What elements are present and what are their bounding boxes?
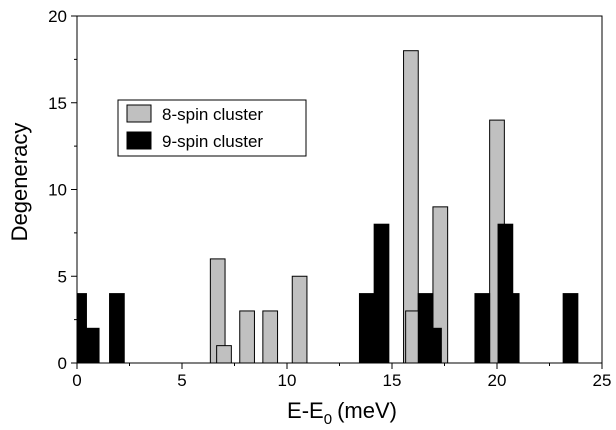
y-tick-label-1: 5 xyxy=(58,267,67,286)
x-axis-label: E-E0 (meV) xyxy=(287,398,397,428)
x-axis-label-subscript: 0 xyxy=(324,411,332,428)
bar-series-1-9 xyxy=(503,293,520,363)
bar-series-1-10 xyxy=(562,293,579,363)
bar-series-1-6 xyxy=(426,327,442,363)
x-tick-label-0: 0 xyxy=(72,371,81,390)
legend-label-9-spin: 9-spin cluster xyxy=(162,132,263,151)
plot-frame xyxy=(76,15,603,364)
y-axis-label: Degeneracy xyxy=(7,123,32,242)
x-axis-label-main: E-E xyxy=(287,398,324,423)
bar-series-1-7 xyxy=(474,293,491,363)
legend-swatch-8-spin xyxy=(126,104,152,123)
x-tick-label-2: 10 xyxy=(278,371,297,390)
y-tick-label-3: 15 xyxy=(48,94,67,113)
bar-series-1-2 xyxy=(109,293,125,363)
bar-series-1-1 xyxy=(83,327,100,363)
legend: 8-spin cluster 9-spin cluster xyxy=(117,99,307,157)
x-tick-label-1: 5 xyxy=(177,371,186,390)
bar-series-0-7 xyxy=(432,206,449,363)
bar-series-0-3 xyxy=(262,310,279,363)
x-axis-label-unit: (meV) xyxy=(337,398,397,423)
x-tick-label-4: 20 xyxy=(488,371,507,390)
bar-series-0-4 xyxy=(291,275,308,363)
ticks-layer: 0 5 10 15 20 25 0 5 10 15 20 xyxy=(48,7,611,390)
legend-swatch-9-spin xyxy=(126,131,152,150)
y-tick-label-0: 0 xyxy=(58,354,67,373)
x-tick-label-3: 15 xyxy=(383,371,402,390)
y-tick-label-4: 20 xyxy=(48,7,67,26)
bar-series-1-4 xyxy=(373,223,390,363)
y-tick-label-2: 10 xyxy=(48,181,67,200)
bar-series-1-3 xyxy=(358,293,375,363)
bar-series-0-2 xyxy=(239,310,255,363)
x-tick-label-5: 25 xyxy=(593,371,612,390)
legend-label-8-spin: 8-spin cluster xyxy=(162,105,263,124)
bars-layer xyxy=(77,50,579,363)
bar-series-0-1 xyxy=(216,345,232,363)
